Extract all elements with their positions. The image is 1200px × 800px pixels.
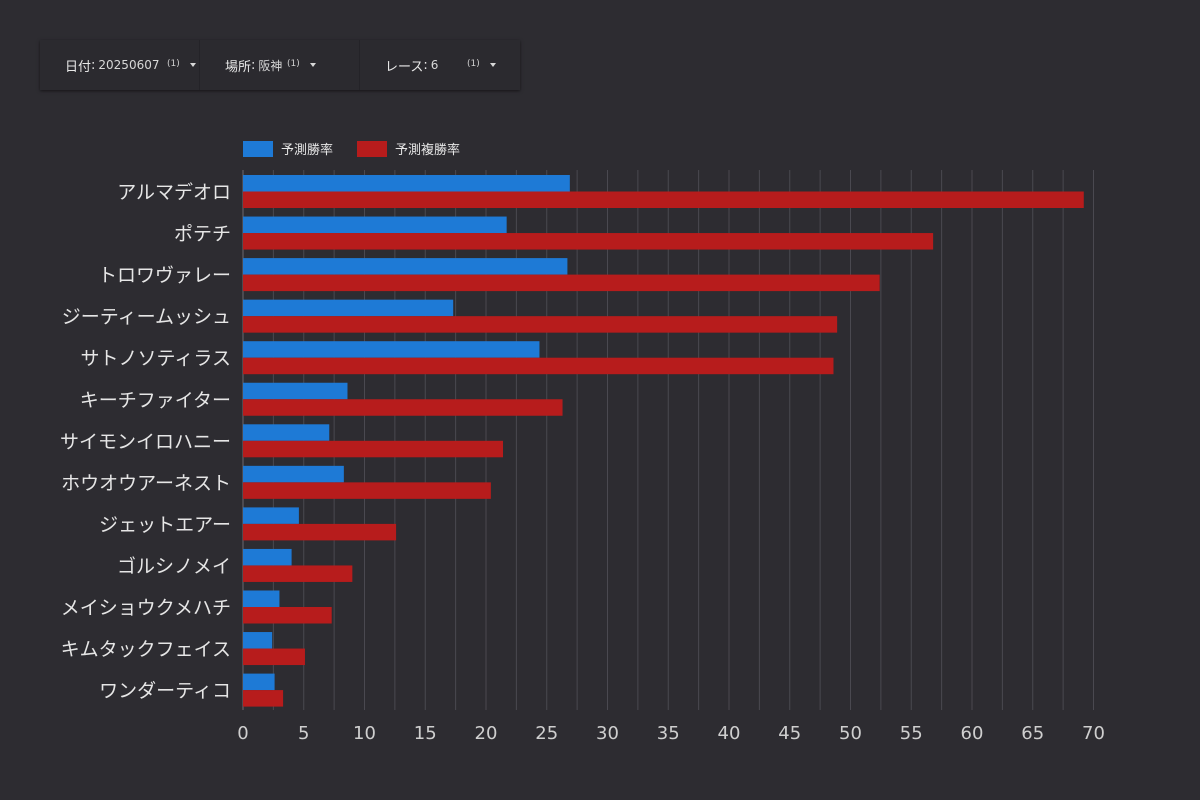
bar-win-rate[interactable] xyxy=(243,590,280,608)
legend-item-place-rate[interactable]: 予測複勝率 xyxy=(357,139,460,158)
race-filter-dropdown[interactable]: レース: 6 (1) xyxy=(360,40,520,90)
x-tick-label: 70 xyxy=(1082,723,1105,744)
bar-place-rate[interactable] xyxy=(243,648,305,666)
bar-win-rate[interactable] xyxy=(243,216,507,234)
x-tick-label: 25 xyxy=(535,723,558,744)
legend-label-win-rate: 予測勝率 xyxy=(281,143,334,158)
category-label: ワンダーティコ xyxy=(99,680,231,702)
place-filter-label: 場所 xyxy=(225,59,252,75)
date-filter-count: (1) xyxy=(167,59,180,69)
bar-win-rate[interactable] xyxy=(243,507,299,524)
bar-place-rate[interactable] xyxy=(243,316,838,333)
legend-swatch-place-rate xyxy=(357,140,388,157)
race-filter-value: 6 xyxy=(430,58,439,72)
bar-place-rate[interactable] xyxy=(243,690,284,707)
race-filter-label: レース xyxy=(385,59,424,75)
x-tick-label: 55 xyxy=(900,723,923,744)
bar-win-rate[interactable] xyxy=(243,258,568,275)
bar-win-rate[interactable] xyxy=(243,465,344,483)
bar-place-rate[interactable] xyxy=(243,523,397,541)
date-filter-value: 20250607 xyxy=(98,58,160,72)
place-filter-count: (1) xyxy=(287,59,300,69)
x-tick-label: 40 xyxy=(718,723,741,744)
category-label: キーチファイター xyxy=(80,389,231,411)
category-label: メイショウクメハチ xyxy=(61,597,231,619)
chart-legend: 予測勝率 予測複勝率 xyxy=(243,139,484,158)
x-tick-label: 20 xyxy=(475,723,498,744)
x-tick-label: 60 xyxy=(961,723,984,744)
x-tick-label: 5 xyxy=(298,723,309,744)
category-label: トロワヴァレー xyxy=(98,265,231,287)
place-filter-separator: : xyxy=(251,57,256,73)
date-filter-dropdown[interactable]: 日付: 20250607 (1) xyxy=(40,40,200,90)
category-label: サトノソティラス xyxy=(81,348,231,370)
bar-win-rate[interactable] xyxy=(243,673,275,691)
category-label: ホウオウアーネスト xyxy=(61,472,231,494)
caret-down-icon[interactable] xyxy=(490,63,496,67)
legend-label-place-rate: 予測複勝率 xyxy=(395,143,461,158)
bar-win-rate[interactable] xyxy=(243,175,570,192)
x-tick-label: 0 xyxy=(237,723,248,744)
filter-bar: 日付: 20250607 (1) 場所: 阪神 (1) レース: 6 (1) xyxy=(40,40,520,90)
date-filter-label: 日付 xyxy=(65,59,92,75)
legend-item-win-rate[interactable]: 予測勝率 xyxy=(243,139,333,158)
category-label: キムタックフェイス xyxy=(61,639,231,661)
place-filter-dropdown[interactable]: 場所: 阪神 (1) xyxy=(200,40,360,90)
bar-win-rate[interactable] xyxy=(243,299,454,317)
bar-win-rate[interactable] xyxy=(243,382,348,400)
legend-swatch-win-rate xyxy=(243,140,273,157)
race-filter-count: (1) xyxy=(467,59,480,69)
date-filter-separator: : xyxy=(91,57,96,73)
category-label: アルマデオロ xyxy=(117,182,231,204)
bar-place-rate[interactable] xyxy=(243,191,1084,209)
bar-place-rate[interactable] xyxy=(243,482,491,499)
bar-place-rate[interactable] xyxy=(243,565,353,582)
bar-place-rate[interactable] xyxy=(243,607,332,624)
x-tick-label: 30 xyxy=(596,723,619,744)
bar-place-rate[interactable] xyxy=(243,357,834,375)
x-tick-label: 15 xyxy=(414,723,437,744)
x-tick-label: 45 xyxy=(778,723,801,744)
race-filter-separator: : xyxy=(423,57,428,73)
x-tick-label: 50 xyxy=(839,723,862,744)
category-label: ジェットエアー xyxy=(99,514,231,536)
place-filter-value: 阪神 xyxy=(258,58,283,73)
x-tick-label: 35 xyxy=(657,723,680,744)
category-label: サイモンイロハニー xyxy=(60,431,231,453)
x-tick-label: 10 xyxy=(353,723,376,744)
bar-place-rate[interactable] xyxy=(243,399,563,416)
bar-place-rate[interactable] xyxy=(243,274,880,292)
bar-win-rate[interactable] xyxy=(243,341,540,358)
bar-place-rate[interactable] xyxy=(243,233,934,250)
category-label: ポテチ xyxy=(174,223,231,245)
bar-win-rate[interactable] xyxy=(243,632,273,649)
category-label: ジーティームッシュ xyxy=(62,306,231,328)
caret-down-icon[interactable] xyxy=(190,63,196,67)
x-tick-label: 65 xyxy=(1021,723,1044,744)
bar-win-rate[interactable] xyxy=(243,424,330,441)
caret-down-icon[interactable] xyxy=(310,63,316,67)
bar-win-rate[interactable] xyxy=(243,548,292,566)
bar-place-rate[interactable] xyxy=(243,440,504,458)
category-label: ゴルシノメイ xyxy=(117,555,231,577)
